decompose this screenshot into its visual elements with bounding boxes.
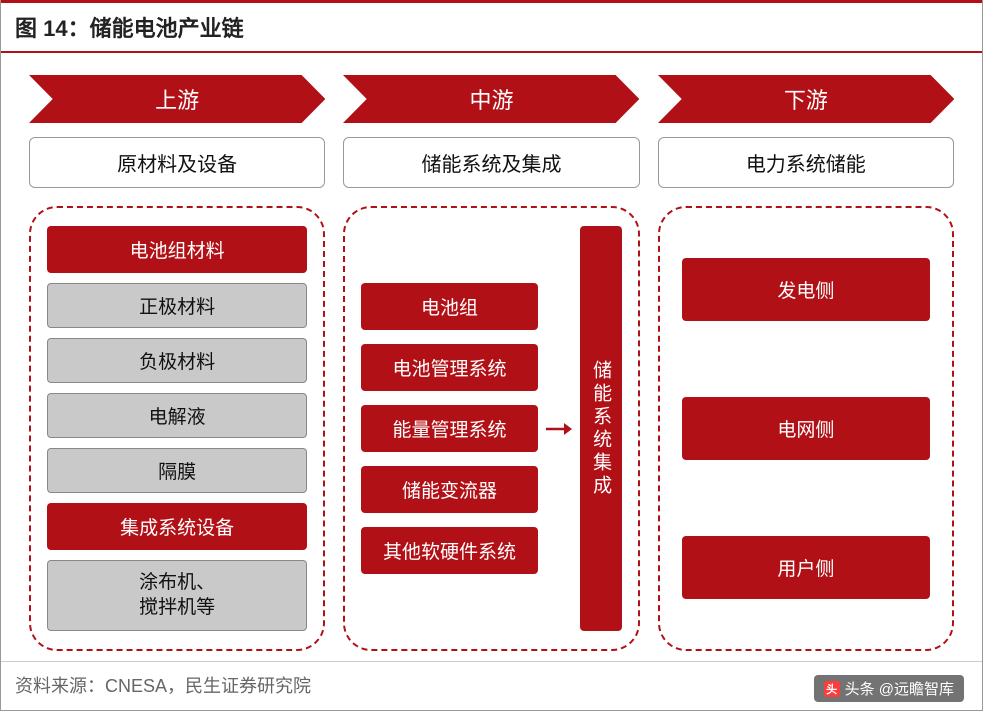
upstream-item: 电解液 (47, 393, 307, 438)
upstream-item: 负极材料 (47, 338, 307, 383)
downstream-item: 用户侧 (682, 536, 930, 599)
column-upstream: 上游 原材料及设备 电池组材料 正极材料 负极材料 电解液 隔膜 集成系统设备 … (29, 75, 325, 651)
source-text: 资料来源：CNESA，民生证券研究院 (15, 676, 311, 696)
midstream-aggregate: 储能系统集成 (580, 226, 622, 631)
midstream-item: 电池管理系统 (361, 344, 537, 391)
midstream-item: 储能变流器 (361, 466, 537, 513)
column-downstream: 下游 电力系统储能 发电侧 电网侧 用户侧 (658, 75, 954, 651)
midstream-arrow (546, 226, 572, 631)
chevron-midstream-label: 中游 (343, 75, 639, 123)
downstream-item: 发电侧 (682, 258, 930, 321)
watermark-icon: 头 (824, 681, 840, 697)
upstream-group2-title: 集成系统设备 (47, 503, 307, 550)
figure-title: 图 14：储能电池产业链 (1, 0, 982, 53)
figure-container: 图 14：储能电池产业链 上游 原材料及设备 电池组材料 正极材料 负极材料 电… (0, 0, 983, 711)
chevron-downstream: 下游 (658, 75, 954, 123)
upstream-item: 正极材料 (47, 283, 307, 328)
downstream-item: 电网侧 (682, 397, 930, 460)
watermark: 头 头条 @远瞻智库 (814, 675, 964, 702)
upstream-item: 隔膜 (47, 448, 307, 493)
upstream-stack: 电池组材料 正极材料 负极材料 电解液 隔膜 集成系统设备 涂布机、 搅拌机等 (47, 226, 307, 631)
column-midstream: 中游 储能系统及集成 电池组 电池管理系统 能量管理系统 储能变流器 其他软硬件… (343, 75, 639, 651)
chevron-upstream-label: 上游 (29, 75, 325, 123)
watermark-text: 头条 @远瞻智库 (845, 678, 954, 699)
subhead-midstream: 储能系统及集成 (343, 137, 639, 188)
figure-footer: 资料来源：CNESA，民生证券研究院 头 头条 @远瞻智库 (1, 661, 982, 710)
chevron-upstream: 上游 (29, 75, 325, 123)
midstream-group: 电池组 电池管理系统 能量管理系统 储能变流器 其他软硬件系统 储能系统集成 (343, 206, 639, 651)
upstream-item: 涂布机、 搅拌机等 (47, 560, 307, 631)
diagram-body: 上游 原材料及设备 电池组材料 正极材料 负极材料 电解液 隔膜 集成系统设备 … (1, 53, 982, 661)
midstream-stack: 电池组 电池管理系统 能量管理系统 储能变流器 其他软硬件系统 (361, 226, 537, 631)
midstream-item: 其他软硬件系统 (361, 527, 537, 574)
upstream-group1-title: 电池组材料 (47, 226, 307, 273)
chevron-downstream-label: 下游 (658, 75, 954, 123)
upstream-group: 电池组材料 正极材料 负极材料 电解液 隔膜 集成系统设备 涂布机、 搅拌机等 (29, 206, 325, 651)
midstream-item: 能量管理系统 (361, 405, 537, 452)
midstream-item: 电池组 (361, 283, 537, 330)
subhead-downstream: 电力系统储能 (658, 137, 954, 188)
downstream-group: 发电侧 电网侧 用户侧 (658, 206, 954, 651)
downstream-stack: 发电侧 电网侧 用户侧 (676, 226, 936, 631)
chevron-midstream: 中游 (343, 75, 639, 123)
subhead-upstream: 原材料及设备 (29, 137, 325, 188)
